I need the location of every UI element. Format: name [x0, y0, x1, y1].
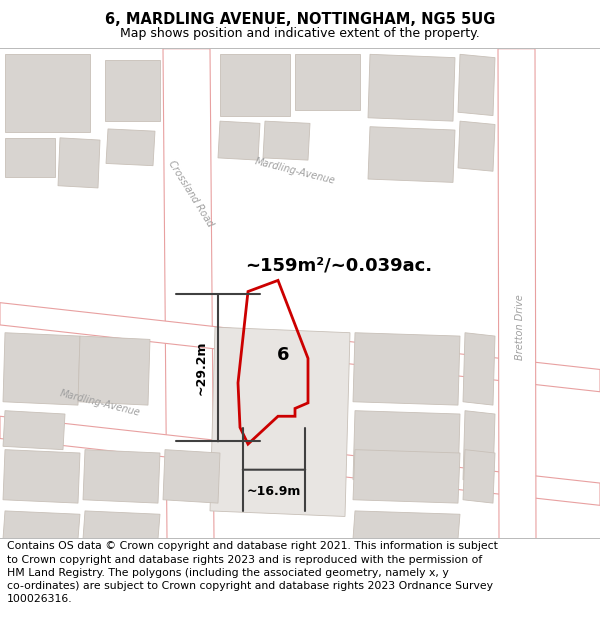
Text: ~159m²/~0.039ac.: ~159m²/~0.039ac. [245, 257, 432, 275]
Polygon shape [83, 449, 160, 503]
Polygon shape [368, 54, 455, 121]
Polygon shape [0, 302, 600, 392]
Polygon shape [0, 416, 600, 506]
Text: Mardling-Avenue: Mardling-Avenue [254, 156, 336, 186]
Polygon shape [295, 54, 360, 110]
Polygon shape [3, 332, 80, 405]
Polygon shape [58, 138, 100, 188]
Polygon shape [210, 327, 350, 516]
Polygon shape [5, 138, 55, 177]
Polygon shape [463, 332, 495, 405]
Polygon shape [458, 121, 495, 171]
Polygon shape [5, 54, 90, 132]
Text: Contains OS data © Crown copyright and database right 2021. This information is : Contains OS data © Crown copyright and d… [7, 541, 498, 604]
Text: Bretton Drive: Bretton Drive [515, 294, 525, 360]
Polygon shape [498, 49, 536, 539]
Polygon shape [353, 511, 460, 539]
Polygon shape [353, 332, 460, 405]
Polygon shape [463, 411, 495, 483]
Polygon shape [163, 49, 214, 539]
Polygon shape [105, 60, 160, 121]
Polygon shape [3, 511, 80, 539]
Polygon shape [353, 411, 460, 483]
Polygon shape [106, 129, 155, 166]
Polygon shape [353, 449, 460, 503]
Polygon shape [218, 121, 260, 160]
Text: 6, MARDLING AVENUE, NOTTINGHAM, NG5 5UG: 6, MARDLING AVENUE, NOTTINGHAM, NG5 5UG [105, 12, 495, 27]
Text: ~16.9m: ~16.9m [247, 485, 301, 498]
Polygon shape [463, 449, 495, 503]
Text: Crossland Road: Crossland Road [167, 159, 215, 229]
Polygon shape [78, 336, 150, 405]
Text: ~29.2m: ~29.2m [195, 341, 208, 395]
Text: Mardling-Avenue: Mardling-Avenue [59, 388, 141, 418]
Text: 6: 6 [277, 346, 289, 364]
Polygon shape [83, 511, 160, 539]
Polygon shape [368, 127, 455, 182]
Polygon shape [458, 54, 495, 116]
Polygon shape [220, 54, 290, 116]
Polygon shape [3, 411, 65, 449]
Polygon shape [3, 449, 80, 503]
Polygon shape [263, 121, 310, 160]
Text: Map shows position and indicative extent of the property.: Map shows position and indicative extent… [120, 27, 480, 40]
Polygon shape [163, 449, 220, 503]
